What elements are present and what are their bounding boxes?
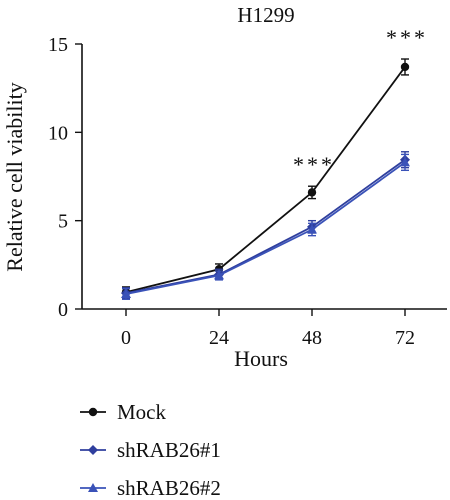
legend-marker — [88, 445, 98, 455]
data-point — [121, 288, 131, 298]
x-axis-title: Hours — [234, 346, 288, 371]
series-line — [125, 161, 406, 295]
series-shrab26-1 — [121, 151, 410, 300]
y-tick-label: 5 — [58, 211, 68, 233]
y-axis-title: Relative cell viability — [2, 82, 27, 271]
y-tick-label: 0 — [58, 299, 68, 321]
axes: 0 5 10 15 0 24 48 72 — [48, 34, 447, 349]
series-mock — [121, 58, 410, 299]
legend-item: Mock — [80, 400, 166, 424]
x-tick-label: 24 — [209, 327, 229, 349]
plot-series — [121, 58, 410, 300]
legend: Mock shRAB26#1 shRAB26#2 — [80, 400, 221, 500]
significance-annotations: *** *** — [293, 25, 428, 177]
legend-item: shRAB26#2 — [80, 476, 221, 500]
x-tick-label: 0 — [121, 327, 131, 349]
y-tick-label: 10 — [48, 122, 68, 144]
chart-title: H1299 — [237, 3, 294, 27]
series-shrab26-2 — [121, 153, 410, 300]
significance-label: *** — [386, 25, 428, 50]
legend-label: shRAB26#2 — [117, 476, 221, 500]
data-point — [307, 224, 317, 234]
legend-label: Mock — [117, 400, 166, 424]
x-tick-label: 72 — [395, 327, 415, 349]
data-point — [214, 270, 224, 280]
legend-label: shRAB26#1 — [117, 438, 221, 462]
data-point — [307, 188, 317, 197]
data-point — [400, 62, 410, 72]
significance-label: *** — [293, 152, 335, 177]
y-tick-label: 15 — [48, 34, 68, 56]
data-point — [400, 157, 410, 167]
legend-marker — [88, 483, 98, 492]
x-tick-label: 48 — [302, 327, 322, 349]
series-line — [125, 66, 406, 294]
series-line — [125, 158, 406, 294]
legend-marker — [88, 407, 98, 417]
legend-item: shRAB26#1 — [80, 438, 221, 462]
